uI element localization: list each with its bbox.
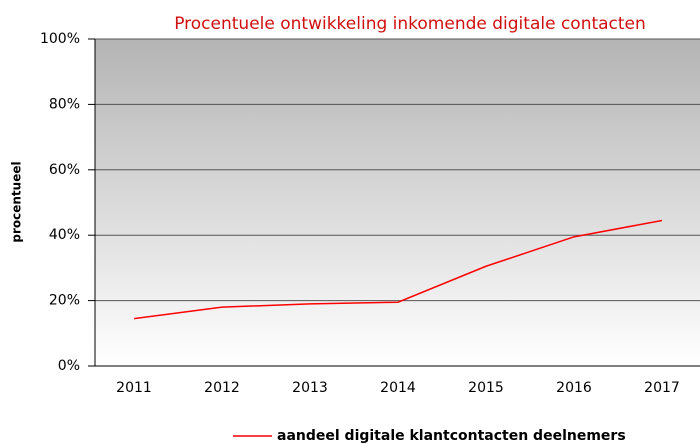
- y-tick-label: 60%: [49, 162, 80, 178]
- plot-area: [95, 39, 700, 366]
- x-tick-label: 2011: [116, 380, 152, 396]
- x-tick-label: 2017: [644, 380, 680, 396]
- x-tick-label: 2014: [380, 380, 416, 396]
- y-tick-label: 0%: [58, 358, 80, 374]
- y-tick-label: 20%: [49, 293, 80, 309]
- x-tick-label: 2013: [292, 380, 328, 396]
- y-tick-label: 80%: [49, 96, 80, 112]
- y-tick-label: 40%: [49, 227, 80, 243]
- x-tick-label: 2015: [468, 380, 504, 396]
- legend-label: aandeel digitale klantcontacten deelneme…: [277, 428, 626, 444]
- y-axis-label: procentueel: [10, 161, 24, 242]
- y-tick-label: 100%: [40, 31, 80, 47]
- x-tick-label: 2016: [556, 380, 592, 396]
- x-tick-label: 2012: [204, 380, 240, 396]
- series-line: [133, 219, 663, 320]
- chart-title: Procentuele ontwikkeling inkomende digit…: [174, 14, 646, 34]
